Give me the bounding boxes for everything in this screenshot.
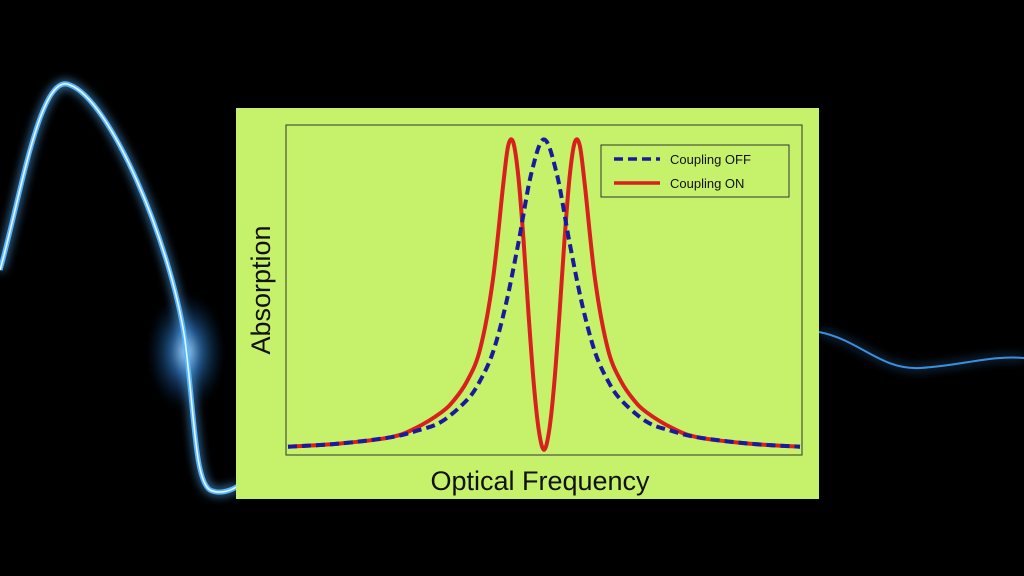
light-streak-left-core	[0, 83, 239, 493]
series-line-coupling-off	[287, 137, 801, 449]
legend: Coupling OFF Coupling ON	[600, 144, 790, 198]
legend-box	[600, 144, 790, 198]
plot-frame	[285, 124, 803, 456]
light-streak-right	[818, 331, 1024, 370]
series-layer	[287, 137, 801, 452]
legend-label-off: Coupling OFF	[670, 152, 751, 167]
chart-panel: Coupling OFF Coupling ON Optical Frequen…	[236, 108, 819, 499]
y-axis-label: Absorption	[246, 225, 276, 354]
series-line-coupling-on	[287, 137, 801, 452]
x-axis-label: Optical Frequency	[430, 466, 650, 496]
legend-label-on: Coupling ON	[670, 176, 744, 191]
absorption-chart: Coupling OFF Coupling ON Optical Frequen…	[236, 108, 819, 499]
